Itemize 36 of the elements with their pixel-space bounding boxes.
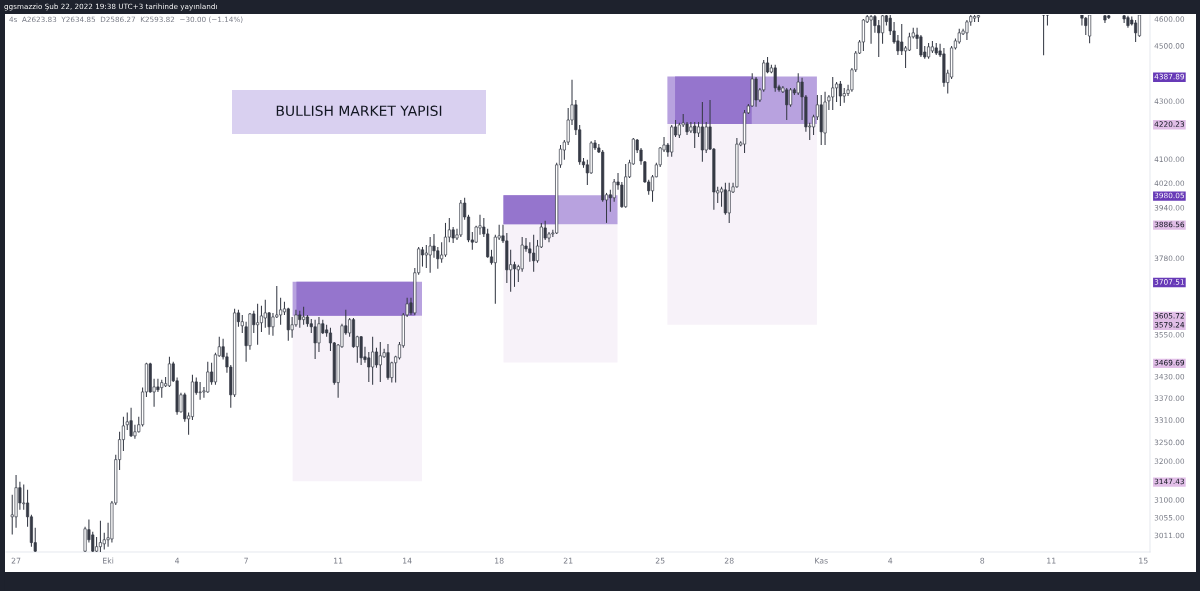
candlestick — [704, 121, 708, 154]
candlestick — [773, 64, 777, 93]
candlestick — [785, 87, 789, 121]
candlestick — [689, 121, 693, 134]
candlestick — [198, 381, 202, 401]
candlestick — [532, 234, 536, 273]
candlestick — [861, 18, 865, 52]
candlestick — [754, 76, 758, 108]
candlestick — [723, 182, 727, 216]
candlestick — [486, 228, 490, 259]
candlestick — [263, 299, 267, 329]
candlestick — [869, 15, 873, 45]
candlestick — [129, 407, 133, 438]
candlestick — [796, 72, 800, 96]
candlestick — [831, 76, 835, 111]
annotation: BULLISH MARKET YAPISI — [276, 105, 442, 117]
candlestick — [443, 222, 448, 258]
candlestick — [374, 347, 379, 369]
candlestick — [259, 305, 263, 333]
candlestick — [271, 312, 275, 337]
candlestick — [727, 182, 731, 224]
candlestick — [424, 244, 428, 269]
candlestick — [378, 341, 382, 383]
candlestick — [907, 32, 911, 52]
candlestick — [206, 361, 210, 394]
candlestick — [838, 80, 842, 107]
candlestick — [367, 351, 371, 383]
candlestick — [371, 336, 375, 386]
candlestick — [428, 236, 432, 274]
candlestick — [359, 335, 363, 366]
candlestick — [835, 81, 839, 103]
candlestick — [313, 319, 317, 360]
candlestick — [877, 19, 881, 58]
candlestick — [693, 121, 697, 149]
candlestick — [965, 19, 969, 41]
candlestick — [256, 303, 260, 346]
